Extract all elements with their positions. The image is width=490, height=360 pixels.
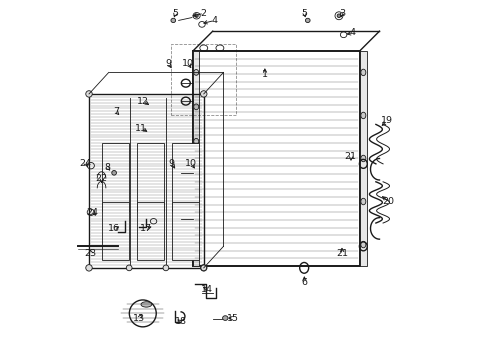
Ellipse shape [86, 91, 92, 97]
Ellipse shape [200, 265, 207, 271]
Text: 21: 21 [336, 249, 348, 258]
Ellipse shape [141, 302, 152, 307]
Text: 7: 7 [113, 107, 119, 116]
Ellipse shape [200, 91, 207, 97]
Text: 5: 5 [172, 9, 178, 18]
Text: 6: 6 [301, 278, 307, 287]
Ellipse shape [201, 265, 207, 271]
Text: 16: 16 [108, 224, 120, 233]
Polygon shape [101, 202, 128, 260]
Ellipse shape [194, 69, 199, 75]
Text: 3: 3 [339, 9, 345, 18]
Text: 10: 10 [182, 59, 194, 68]
Polygon shape [137, 143, 164, 211]
Ellipse shape [361, 112, 366, 119]
Text: 11: 11 [135, 123, 147, 132]
Ellipse shape [194, 104, 199, 110]
Ellipse shape [194, 207, 199, 213]
Text: 17: 17 [140, 224, 152, 233]
Text: 24: 24 [87, 208, 98, 217]
Text: 14: 14 [201, 285, 213, 294]
Text: 20: 20 [382, 197, 394, 206]
Text: 19: 19 [381, 116, 392, 125]
Ellipse shape [194, 173, 199, 179]
Ellipse shape [86, 265, 92, 271]
Ellipse shape [194, 138, 199, 144]
Ellipse shape [112, 171, 117, 175]
Polygon shape [193, 51, 199, 266]
Text: 1: 1 [262, 70, 268, 79]
Text: 22: 22 [96, 174, 108, 183]
Text: 10: 10 [185, 159, 197, 168]
Ellipse shape [337, 14, 341, 18]
Text: 5: 5 [301, 9, 307, 18]
Text: 18: 18 [174, 317, 187, 326]
Polygon shape [137, 202, 164, 260]
Text: 4: 4 [349, 28, 356, 37]
Ellipse shape [361, 198, 366, 205]
Ellipse shape [361, 155, 366, 162]
Text: 2: 2 [201, 9, 207, 18]
Text: 8: 8 [104, 163, 110, 172]
Text: 13: 13 [133, 314, 145, 323]
Text: 24: 24 [79, 159, 92, 168]
Text: 21: 21 [345, 152, 357, 161]
Ellipse shape [361, 69, 366, 76]
Ellipse shape [195, 14, 198, 17]
Text: 9: 9 [165, 59, 171, 68]
Text: 4: 4 [212, 16, 218, 25]
Ellipse shape [163, 265, 169, 271]
Polygon shape [101, 143, 128, 211]
Polygon shape [172, 202, 198, 260]
Ellipse shape [361, 241, 366, 248]
Ellipse shape [222, 316, 228, 320]
Ellipse shape [126, 265, 132, 271]
Ellipse shape [171, 18, 175, 23]
Ellipse shape [194, 242, 199, 247]
Polygon shape [172, 143, 198, 211]
Ellipse shape [305, 18, 310, 23]
Text: 12: 12 [137, 96, 149, 105]
Text: 15: 15 [226, 314, 239, 323]
Text: 23: 23 [85, 249, 97, 258]
Text: 9: 9 [169, 159, 174, 168]
Polygon shape [360, 51, 367, 266]
